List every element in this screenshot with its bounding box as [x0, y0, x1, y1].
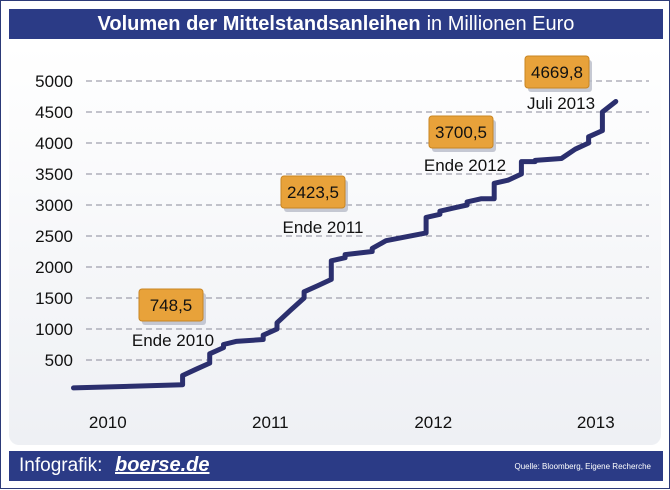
y-tick-label: 2000 [35, 258, 73, 277]
footer-bar: Infografik: boerse.de Quelle: Bloomberg,… [9, 451, 663, 481]
callout-value: 2423,5 [287, 183, 339, 202]
y-tick-label: 3000 [35, 196, 73, 215]
y-tick-label: 500 [45, 351, 73, 370]
y-tick-label: 2500 [35, 227, 73, 246]
y-tick-label: 1500 [35, 289, 73, 308]
y-tick-label: 3500 [35, 165, 73, 184]
x-tick-label: 2012 [414, 413, 452, 432]
callout-value: 748,5 [150, 296, 193, 315]
callout-label: Juli 2013 [527, 94, 595, 113]
callout-box [428, 115, 494, 149]
y-tick-label: 5000 [35, 72, 73, 91]
source-note: Quelle: Bloomberg, Eigene Recherche [514, 462, 651, 471]
series-line [71, 99, 619, 391]
x-tick-label: 2011 [252, 413, 289, 432]
chart-title: Volumen der Mittelstandsanleihen in Mill… [9, 9, 663, 39]
brand-logo: boerse.de [115, 454, 210, 476]
y-tick-label: 4000 [35, 134, 73, 153]
title-rest: in Millionen Euro [426, 12, 575, 35]
callout-box [280, 175, 346, 209]
x-tick-label: 2013 [577, 413, 615, 432]
brand-label: Infografik: [19, 455, 103, 476]
callout-value: 3700,5 [435, 123, 487, 142]
x-tick-label: 2010 [89, 413, 127, 432]
callout-box [524, 55, 590, 89]
callout-label: Ende 2011 [283, 218, 364, 237]
y-tick-label: 1000 [35, 320, 73, 339]
callout-label: Ende 2010 [132, 331, 214, 350]
y-tick-label: 4500 [35, 103, 73, 122]
callout-value: 4669,8 [531, 63, 583, 82]
callout-box [138, 288, 204, 322]
callout-label: Ende 2012 [424, 156, 506, 175]
title-bold: Volumen der Mittelstandsanleihen [97, 12, 421, 35]
